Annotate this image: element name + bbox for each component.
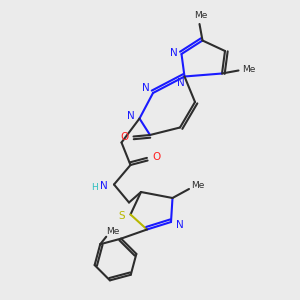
- Text: Me: Me: [194, 11, 208, 20]
- Text: Me: Me: [242, 65, 256, 74]
- Text: H: H: [91, 183, 98, 192]
- Text: N: N: [127, 110, 135, 121]
- Text: N: N: [176, 220, 183, 230]
- Text: Me: Me: [106, 227, 120, 236]
- Text: N: N: [170, 47, 178, 58]
- Text: S: S: [119, 211, 125, 221]
- Text: O: O: [120, 131, 129, 142]
- Text: N: N: [100, 181, 107, 191]
- Text: N: N: [142, 82, 149, 93]
- Text: N: N: [177, 78, 185, 88]
- Text: Me: Me: [191, 181, 205, 190]
- Text: O: O: [152, 152, 161, 163]
